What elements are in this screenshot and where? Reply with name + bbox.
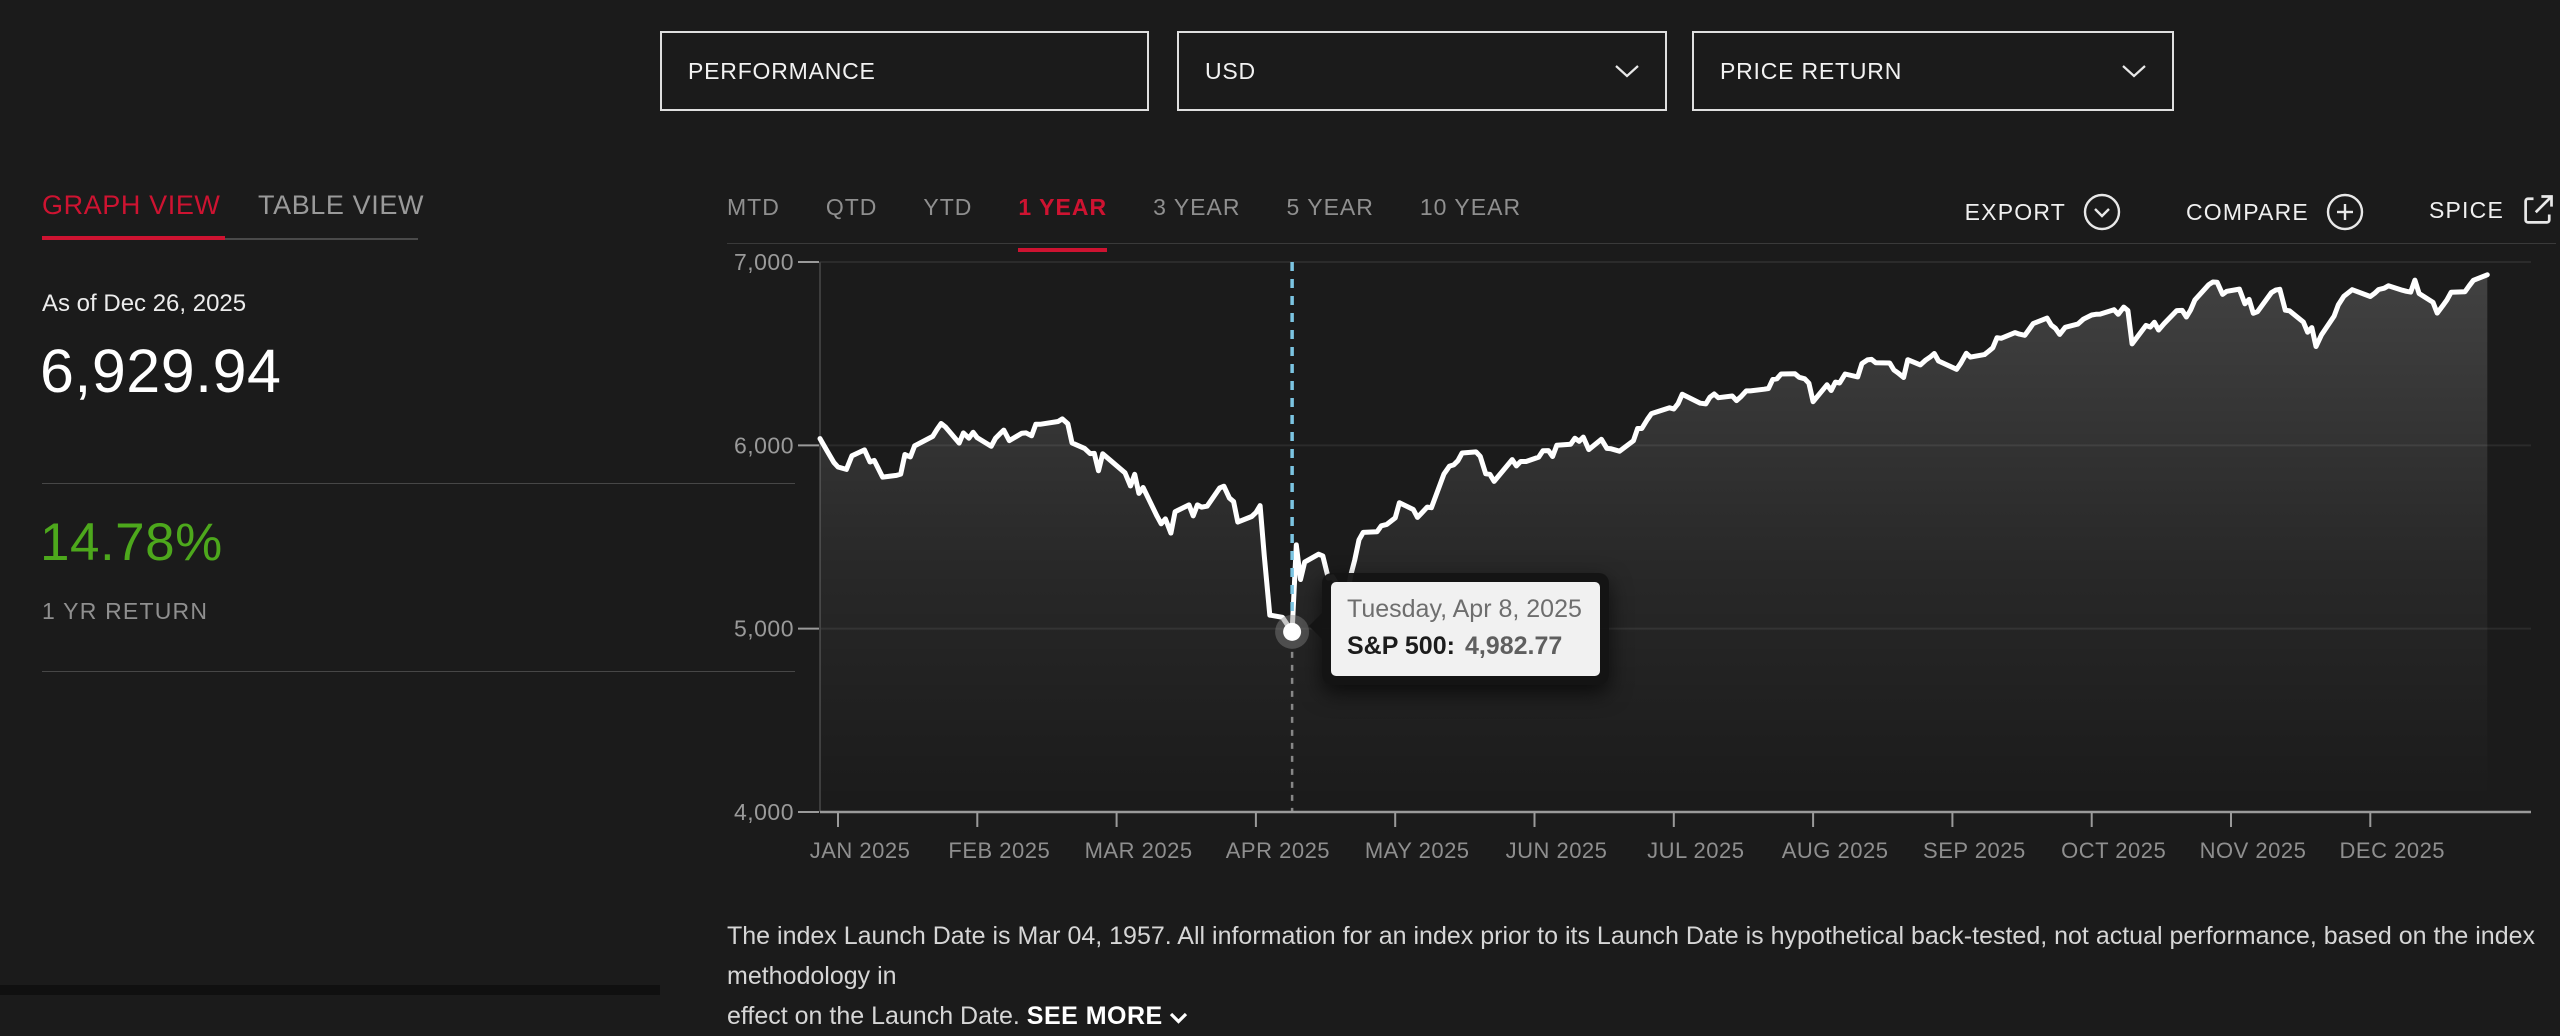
export-label: EXPORT [1964,198,2066,225]
range-tab-5-year[interactable]: 5 YEAR [1286,194,1374,220]
disclaimer-line1: The index Launch Date is Mar 04, 1957. A… [727,922,2535,990]
performance-label: PERFORMANCE [688,57,876,84]
disclaimer-text: The index Launch Date is Mar 04, 1957. A… [727,916,2560,1036]
marker-dot[interactable] [1283,622,1302,641]
compare-label: COMPARE [2185,198,2309,225]
see-more-label: SEE MORE [1026,1002,1163,1030]
return-percentage: 14.78% [40,513,223,572]
currency-select[interactable]: USD [1177,31,1667,111]
x-axis-label: JAN 2025 [810,838,911,863]
range-tab-bar: MTD QTD YTD 1 YEAR 3 YEAR 5 YEAR 10 YEAR [727,186,1521,252]
marker-halo [1275,614,1310,649]
x-axis-label: FEB 2025 [948,838,1050,863]
y-axis-label: 7,000 [734,249,794,275]
y-axis-label: 5,000 [734,616,794,642]
tooltip-date: Tuesday, Apr 8, 2025 [1347,595,1582,623]
x-axis-label: APR 2025 [1226,838,1330,863]
divider [42,483,795,484]
x-axis-label: MAY 2025 [1365,838,1470,863]
range-tab-qtd[interactable]: QTD [825,194,878,220]
tab-row-divider [727,243,2556,244]
add-circle-icon [2326,193,2364,231]
price-line[interactable] [817,272,2490,635]
x-axis-label: AUG 2025 [1782,838,1889,863]
spice-button[interactable]: SPICE [2429,186,2556,228]
range-tab-3-year[interactable]: 3 YEAR [1153,194,1241,220]
range-tab-1-year[interactable]: 1 YEAR [1018,186,1107,252]
x-axis-label: JUL 2025 [1647,838,1744,863]
chart-area-fill [820,274,2488,812]
export-button[interactable]: EXPORT [1965,186,2122,232]
chart-actions: EXPORT COMPARE SPICE [1965,186,2556,244]
tooltip-pointer [1309,613,1322,639]
spice-label: SPICE [2428,196,2504,223]
chevron-down-icon [2122,64,2146,77]
y-axis-label: 6,000 [734,432,794,458]
x-axis-label: OCT 2025 [2061,838,2166,863]
section-divider-bar [0,985,660,995]
see-more-button[interactable]: SEE MORE [1027,1002,1188,1030]
x-axis-label: DEC 2025 [2340,838,2446,863]
download-circle-icon [2083,193,2121,231]
tooltip-series-label: S&P 500: [1347,632,1455,660]
x-axis-label: NOV 2025 [2200,838,2307,863]
return-type-value: PRICE RETURN [1720,57,1903,84]
as-of-date: As of Dec 26, 2025 [42,290,247,317]
compare-button[interactable]: COMPARE [2186,186,2365,232]
chevron-down-icon [1169,1012,1187,1024]
return-period-label: 1 YR RETURN [42,598,209,624]
tab-underline-track [225,238,418,240]
range-tab-mtd[interactable]: MTD [727,194,780,220]
external-link-icon [2524,195,2553,224]
return-type-select[interactable]: PRICE RETURN [1692,31,2174,111]
x-axis-label: JUN 2025 [1506,838,1608,863]
y-axis-label: 4,000 [734,799,794,825]
divider [42,671,795,672]
tab-table-view[interactable]: TABLE VIEW [258,190,425,220]
chart-tooltip: Tuesday, Apr 8, 2025 S&P 500: 4,982.77 [1309,573,1609,685]
tooltip-value: 4,982.77 [1464,632,1563,660]
tab-graph-view[interactable]: GRAPH VIEW [42,190,221,220]
active-tab-underline [42,236,225,240]
chevron-down-icon [1615,64,1639,77]
range-tab-10-year[interactable]: 10 YEAR [1419,194,1522,220]
x-axis-label: SEP 2025 [1923,838,2026,863]
x-axis-label: MAR 2025 [1085,838,1193,863]
range-tab-ytd[interactable]: YTD [923,194,973,220]
disclaimer-line2: effect on the Launch Date. [727,1002,1020,1030]
index-level-value: 6,929.94 [40,337,282,405]
performance-select[interactable]: PERFORMANCE [660,31,1149,111]
currency-value: USD [1205,57,1256,84]
